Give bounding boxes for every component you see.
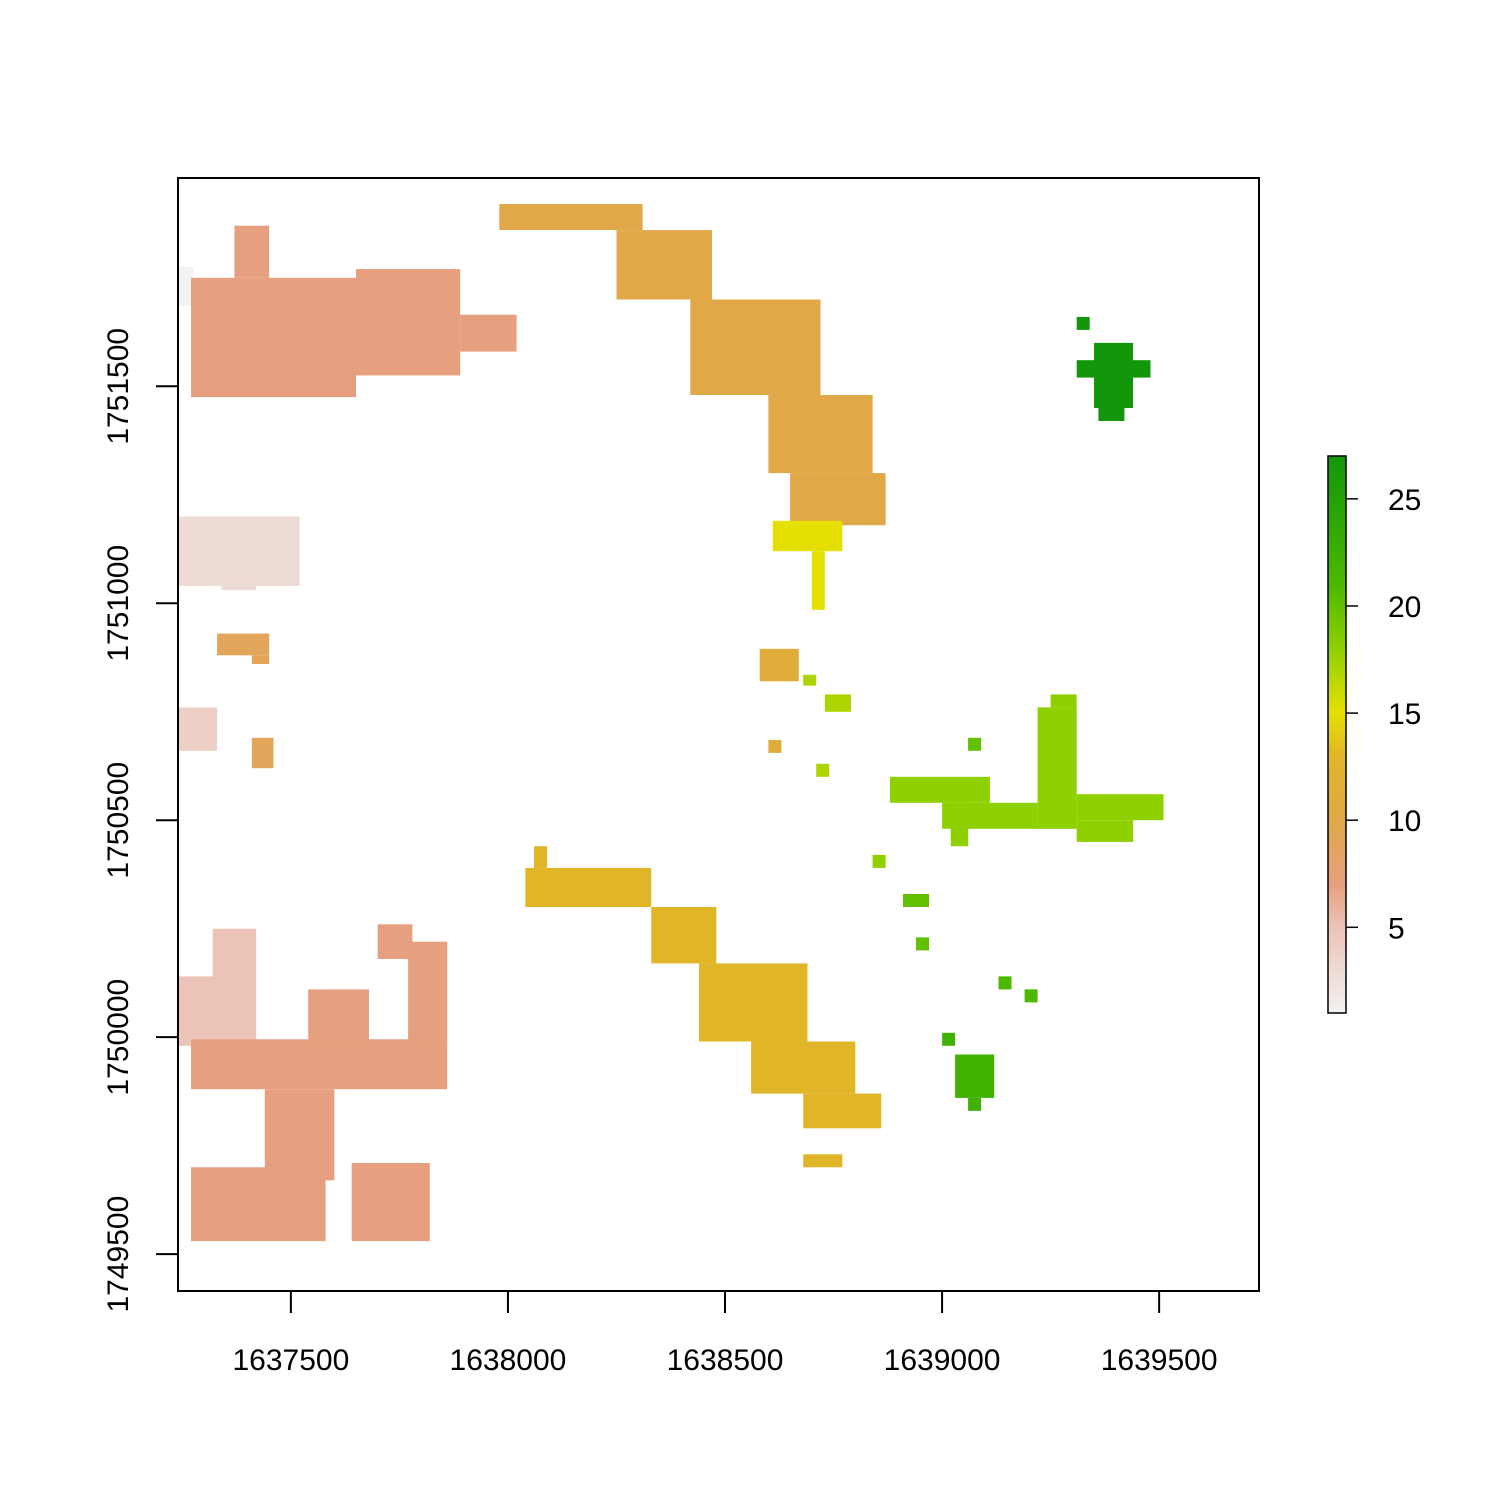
raster-cell	[816, 763, 830, 777]
raster-cell	[942, 1032, 956, 1046]
raster-cell	[356, 269, 461, 376]
raster-cell	[768, 395, 873, 474]
raster-cell	[790, 473, 886, 526]
raster-cell	[903, 894, 929, 907]
raster-cell	[377, 924, 413, 959]
raster-cell	[1076, 316, 1090, 330]
raster-cells	[178, 204, 1164, 1242]
raster-cell	[251, 655, 270, 664]
raster-cell	[1076, 794, 1164, 821]
raster-cell	[308, 989, 369, 1046]
raster-cell	[534, 846, 547, 868]
raster-cell	[772, 520, 843, 552]
raster-cell	[803, 1093, 882, 1129]
raster-cell	[803, 674, 817, 686]
raster-cell	[460, 314, 517, 352]
raster-cell	[178, 976, 257, 1046]
legend-color-bar	[1327, 455, 1347, 1014]
y-tick-label: 1750500	[102, 762, 135, 879]
raster-cell	[191, 1167, 326, 1242]
x-tick-label: 1637500	[232, 1344, 349, 1377]
raster-cell	[699, 963, 808, 1042]
raster-cell	[968, 737, 982, 751]
raster-cell	[1037, 707, 1077, 829]
raster-cell	[178, 707, 218, 751]
legend-tick-label: 25	[1388, 484, 1421, 517]
y-tick-label: 1749500	[102, 1196, 135, 1313]
raster-cell	[251, 737, 274, 769]
raster-cell	[1024, 989, 1038, 1003]
raster-cell	[872, 854, 886, 868]
raster-cell	[651, 907, 717, 964]
raster-cell	[234, 225, 270, 278]
raster-cell	[499, 204, 643, 230]
raster-cell	[178, 516, 300, 586]
raster-cell	[1050, 694, 1077, 708]
raster-cell	[191, 1039, 448, 1090]
raster-cell	[221, 577, 257, 591]
legend-tick-label: 5	[1388, 912, 1405, 945]
raster-cell	[950, 802, 969, 847]
raster-cell	[1094, 342, 1134, 408]
y-tick-label: 1750000	[102, 979, 135, 1096]
raster-cell	[264, 1089, 335, 1181]
raster-cell	[525, 867, 652, 907]
x-tick-label: 1638500	[667, 1344, 784, 1377]
raster-cell	[351, 1163, 430, 1242]
x-axis: 1637500 1638000 1638500 1639000 1639500	[232, 1290, 1218, 1377]
y-tick-label: 1751000	[102, 545, 135, 662]
x-tick-label: 1639500	[1101, 1344, 1218, 1377]
legend-tick-label: 20	[1388, 591, 1421, 624]
legend-tick-label: 10	[1388, 805, 1421, 838]
raster-cell	[191, 277, 356, 398]
legend-tick-label: 15	[1388, 698, 1421, 731]
raster-cell	[998, 976, 1012, 990]
raster-cell	[1076, 820, 1134, 842]
raster-cell	[616, 230, 712, 300]
y-axis: 1749500 1750000 1750500 1751000 1751500	[102, 328, 179, 1313]
raster-cell	[811, 551, 825, 610]
x-tick-label: 1638000	[450, 1344, 567, 1377]
raster-cell	[212, 928, 257, 977]
raster-cell	[408, 941, 448, 1046]
raster-cell	[1098, 408, 1125, 421]
raster-cell	[178, 267, 194, 307]
raster-cell	[968, 1097, 982, 1111]
raster-cell	[690, 299, 821, 395]
raster-cell	[768, 739, 782, 753]
raster-cell	[759, 648, 799, 682]
raster-cell	[803, 1154, 843, 1168]
raster-cell	[751, 1041, 856, 1094]
x-tick-label: 1639000	[884, 1344, 1001, 1377]
raster-cell	[824, 694, 851, 712]
raster-cell	[916, 937, 929, 951]
raster-cell	[955, 1054, 995, 1098]
y-tick-label: 1751500	[102, 328, 135, 445]
raster-cell	[890, 776, 990, 803]
raster-cell	[217, 633, 270, 656]
color-legend: 5 10 15 20 25	[1327, 455, 1421, 1014]
